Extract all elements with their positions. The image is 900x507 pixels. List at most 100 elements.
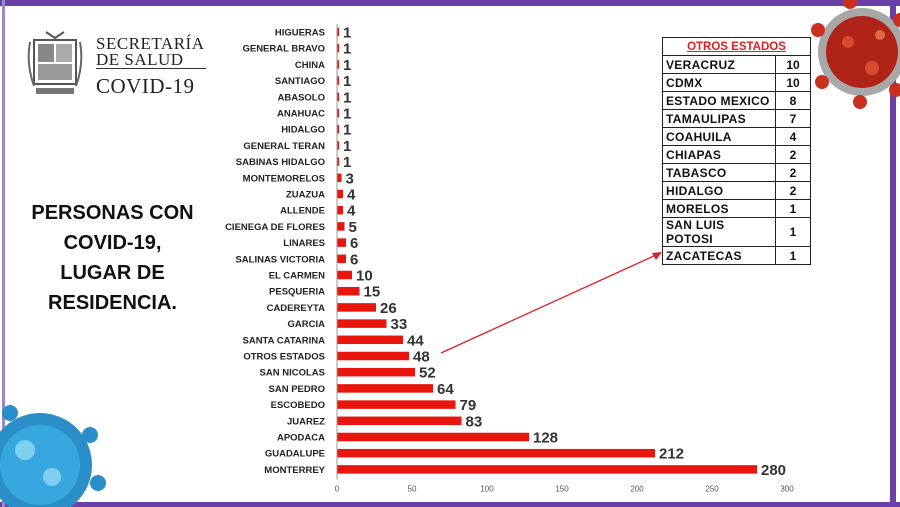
state-name-cell: CHIAPAS [662,145,776,164]
state-name-cell: HIDALGO [662,181,776,200]
value-label: 79 [460,397,477,414]
category-label: CHINA [295,60,325,71]
bar [337,367,415,377]
value-label: 64 [437,381,454,398]
state-name-cell: SAN LUIS POTOSI [662,217,776,247]
table-row: CHIAPAS 2 [662,145,811,164]
category-label: ESCOBEDO [271,400,325,411]
category-label: LINARES [283,238,325,249]
frame-border-right [890,0,896,507]
category-label: OTROS ESTADOS [243,352,325,363]
value-label: 10 [356,268,373,285]
frame-border-left [2,0,5,507]
value-label: 3 [346,170,354,187]
bar [337,108,339,118]
bar [337,60,339,69]
category-label: GENERAL BRAVO [242,44,325,55]
bar [337,270,352,280]
value-label: 212 [659,446,684,463]
category-label: PESQUERIA [269,287,325,298]
state-count-cell: 2 [775,181,811,200]
bar [337,448,655,458]
bar [337,205,343,215]
category-label: CIENEGA DE FLORES [225,222,325,233]
heading-line: LUGAR DE [60,262,165,284]
table-row: HIDALGO 2 [662,181,811,200]
secretaria-logo: SECRETARÍA DE SALUD COVID-19 [20,30,210,105]
value-label: 1 [343,138,351,155]
bar [337,43,339,53]
value-label: 26 [380,300,397,317]
value-label: 1 [343,41,351,58]
bar [337,27,339,37]
virus-icon [0,405,106,507]
others-states-table: OTROS ESTADOS VERACRUZ 10 CDMX 10 ESTADO MEX… [662,37,811,265]
bar [337,141,339,150]
table-row: MORELOS 1 [662,199,811,218]
category-label: MONTERREY [264,465,325,476]
value-label: 48 [413,349,430,366]
heading-line: RESIDENCIA. [48,292,177,314]
category-label: ANAHUAC [277,109,325,120]
slide-heading: PERSONAS CON COVID-19, LUGAR DE RESIDENC… [20,198,205,318]
state-count-cell: 1 [775,217,811,247]
value-label: 280 [761,462,786,479]
value-label: 4 [347,187,356,204]
state-name-cell: CDMX [662,73,776,92]
state-count-cell: 7 [775,109,811,128]
state-count-cell: 10 [775,73,811,92]
bar [337,157,339,166]
bar [337,384,433,393]
frame-border-top [0,0,900,6]
bar [337,76,339,85]
table-row: SAN LUIS POTOSI 1 [662,217,811,247]
logo-divider [96,68,206,69]
table-row: VERACRUZ 10 [662,55,811,74]
bar [337,416,462,426]
bar [337,465,757,474]
coat-of-arms-icon [27,31,83,94]
table-title-row: OTROS ESTADOS [662,37,811,56]
category-label: HIGUERAS [275,28,325,39]
value-label: 1 [343,89,351,106]
table-row: TABASCO 2 [662,163,811,182]
value-label: 6 [350,251,358,268]
bar [337,124,339,134]
category-label: ALLENDE [280,206,325,217]
category-label: ABASOLO [278,92,326,103]
category-label: APODACA [277,433,325,444]
heading-line: COVID-19, [63,232,162,254]
state-name-cell: TAMAULIPAS [662,109,776,128]
state-count-cell: 4 [775,127,811,146]
bar [337,335,403,345]
frame-border-bottom [0,502,900,507]
value-label: 1 [343,106,351,123]
bar [337,400,456,409]
category-label: SABINAS HIDALGO [236,157,325,168]
state-count-cell: 1 [775,199,811,218]
value-label: 1 [343,25,351,42]
table-row: TAMAULIPAS 7 [662,109,811,128]
callout-arrowhead [652,252,662,260]
x-tick-label: 50 [408,484,417,493]
category-label: CADEREYTA [267,303,326,314]
state-count-cell: 2 [775,145,811,164]
category-label: MONTEMORELOS [243,173,325,184]
x-tick-label: 0 [335,484,340,493]
value-label: 1 [343,57,351,74]
category-label: EL CARMEN [269,271,325,282]
state-name-cell: TABASCO [662,163,776,182]
state-name-cell: ESTADO MEXICO [662,91,776,110]
state-count-cell: 10 [775,55,811,74]
value-label: 6 [350,235,358,252]
bar [337,432,529,442]
value-label: 83 [466,413,483,430]
callout-arrow [440,254,657,354]
bar [337,286,360,296]
category-label: SAN PEDRO [269,384,325,395]
bar [337,92,339,102]
category-label: GENERAL TERAN [243,141,325,152]
category-label: SAN NICOLAS [260,368,325,379]
value-label: 52 [419,365,436,382]
